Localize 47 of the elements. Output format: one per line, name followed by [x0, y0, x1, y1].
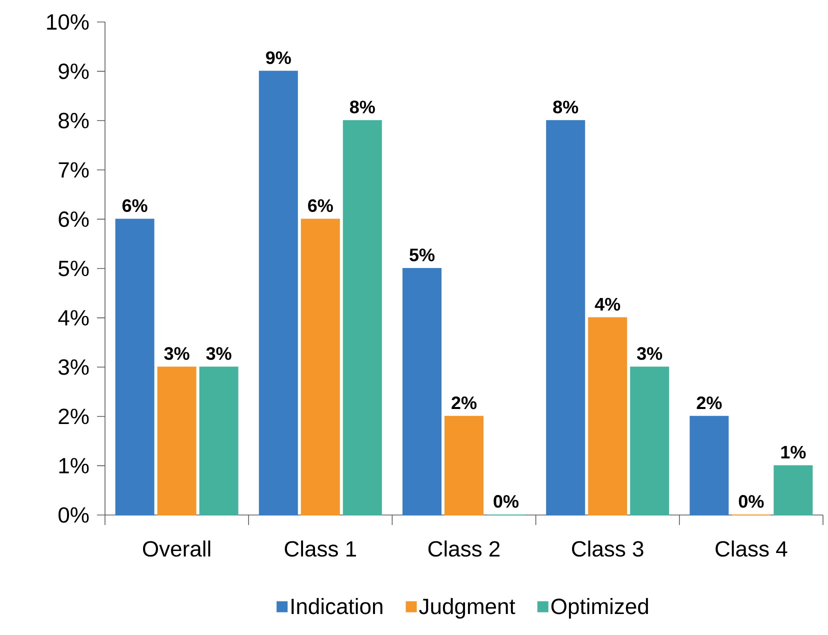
bar	[588, 317, 628, 516]
bar	[199, 366, 238, 516]
y-tick-label: 1%	[59, 458, 89, 474]
x-tick-label: Class 3	[572, 540, 644, 557]
data-label: 3%	[164, 347, 190, 360]
data-label: 9%	[266, 51, 291, 64]
bar	[444, 416, 484, 516]
legend-label: Judgment	[419, 598, 516, 619]
data-label: 1%	[781, 446, 806, 458]
bar	[690, 416, 729, 516]
y-tick-label: 7%	[58, 162, 89, 178]
bar	[342, 120, 382, 516]
data-label: 3%	[206, 347, 232, 360]
data-label: 4%	[594, 298, 620, 311]
data-label: 8%	[553, 100, 578, 114]
data-label: 0%	[494, 495, 519, 508]
data-label: 5%	[410, 248, 435, 262]
y-tick-label: 8%	[58, 112, 89, 128]
bar	[546, 120, 586, 516]
y-tick-label: 4%	[58, 310, 89, 326]
bar	[258, 70, 298, 516]
bar	[300, 218, 340, 516]
data-label: 6%	[308, 199, 333, 212]
y-tick-label: 10%	[47, 14, 89, 30]
x-tick-label: Class 2	[428, 540, 500, 557]
y-tick-label: 6%	[58, 211, 89, 227]
y-tick-label: 2%	[58, 408, 89, 424]
x-tick-label: Overall	[143, 540, 210, 557]
y-tick-label: 9%	[58, 64, 89, 80]
data-label: 2%	[696, 396, 722, 410]
x-tick-label: Class 1	[284, 540, 356, 557]
bar	[157, 366, 196, 516]
y-tick-label: 5%	[58, 260, 89, 276]
bar	[115, 218, 154, 516]
y-tick-label: 0%	[58, 507, 89, 523]
legend-label: Indication	[292, 598, 382, 614]
y-tick-label: 3%	[58, 359, 89, 375]
data-label: 8%	[350, 100, 375, 114]
bar	[630, 366, 670, 516]
bar	[774, 465, 813, 516]
data-label: 2%	[452, 396, 477, 410]
legend-label: Optimized	[551, 598, 648, 619]
bar	[402, 268, 442, 516]
x-tick-label: Class 4	[716, 540, 788, 557]
data-label: 0%	[738, 495, 764, 508]
data-label: 3%	[636, 347, 662, 360]
data-label: 6%	[122, 199, 148, 212]
